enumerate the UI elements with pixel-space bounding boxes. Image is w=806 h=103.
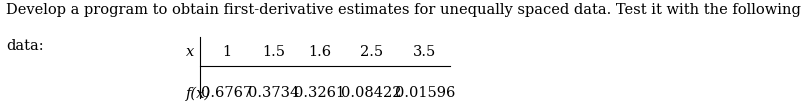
Text: 1.5: 1.5 bbox=[262, 45, 285, 59]
Text: 0.3734: 0.3734 bbox=[248, 86, 300, 100]
Text: 3.5: 3.5 bbox=[413, 45, 437, 59]
Text: Develop a program to obtain first-derivative estimates for unequally spaced data: Develop a program to obtain first-deriva… bbox=[6, 3, 801, 17]
Text: 0.01596: 0.01596 bbox=[395, 86, 455, 100]
Text: data:: data: bbox=[6, 39, 44, 53]
Text: x: x bbox=[185, 45, 194, 59]
Text: f(x): f(x) bbox=[185, 86, 211, 101]
Text: 0.6767: 0.6767 bbox=[201, 86, 252, 100]
Text: 1: 1 bbox=[222, 45, 231, 59]
Text: 0.08422: 0.08422 bbox=[341, 86, 401, 100]
Text: 1.6: 1.6 bbox=[308, 45, 331, 59]
Text: 2.5: 2.5 bbox=[359, 45, 383, 59]
Text: 0.3261: 0.3261 bbox=[294, 86, 345, 100]
